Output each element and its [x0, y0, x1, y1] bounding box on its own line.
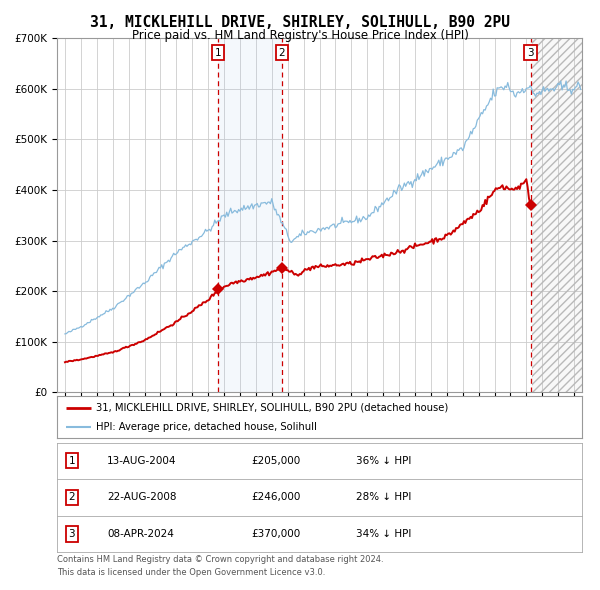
Text: 1: 1	[215, 48, 221, 57]
Text: 2: 2	[68, 493, 75, 502]
Text: 1: 1	[68, 456, 75, 466]
Text: 31, MICKLEHILL DRIVE, SHIRLEY, SOLIHULL, B90 2PU (detached house): 31, MICKLEHILL DRIVE, SHIRLEY, SOLIHULL,…	[97, 402, 449, 412]
Text: 31, MICKLEHILL DRIVE, SHIRLEY, SOLIHULL, B90 2PU: 31, MICKLEHILL DRIVE, SHIRLEY, SOLIHULL,…	[90, 15, 510, 30]
Text: 08-APR-2024: 08-APR-2024	[107, 529, 174, 539]
Text: HPI: Average price, detached house, Solihull: HPI: Average price, detached house, Soli…	[97, 422, 317, 432]
Text: 13-AUG-2004: 13-AUG-2004	[107, 456, 176, 466]
Bar	[218, 38, 282, 392]
Text: 22-AUG-2008: 22-AUG-2008	[107, 493, 176, 502]
Text: This data is licensed under the Open Government Licence v3.0.: This data is licensed under the Open Gov…	[57, 568, 325, 577]
Text: 28% ↓ HPI: 28% ↓ HPI	[356, 493, 412, 502]
Bar	[532, 38, 582, 392]
Text: 3: 3	[68, 529, 75, 539]
Text: Price paid vs. HM Land Registry's House Price Index (HPI): Price paid vs. HM Land Registry's House …	[131, 30, 469, 42]
Text: £370,000: £370,000	[251, 529, 301, 539]
Text: 36% ↓ HPI: 36% ↓ HPI	[356, 456, 412, 466]
Text: £205,000: £205,000	[251, 456, 301, 466]
Bar	[532, 38, 582, 392]
Text: 34% ↓ HPI: 34% ↓ HPI	[356, 529, 412, 539]
Text: £246,000: £246,000	[251, 493, 301, 502]
Text: 2: 2	[278, 48, 285, 57]
Text: 3: 3	[527, 48, 534, 57]
Text: Contains HM Land Registry data © Crown copyright and database right 2024.: Contains HM Land Registry data © Crown c…	[57, 555, 383, 564]
